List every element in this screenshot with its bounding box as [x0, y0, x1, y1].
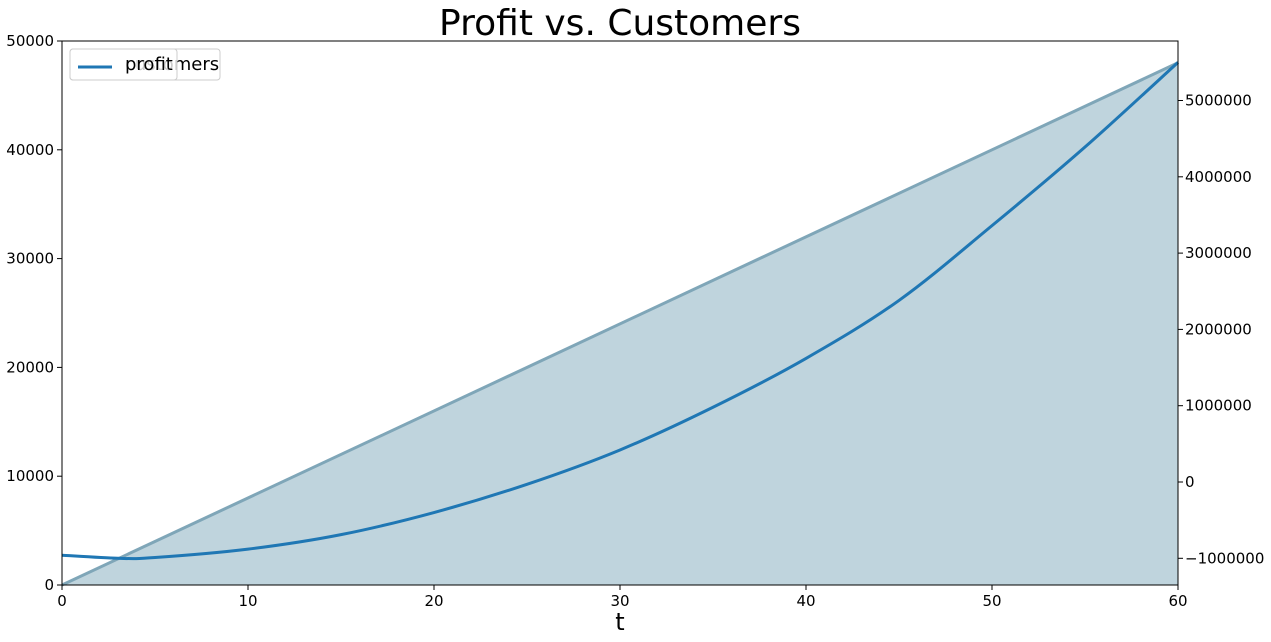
left-axis: 0 10000 20000 30000 40000 50000 [6, 32, 62, 594]
legend-box-profit [69, 48, 178, 81]
chart-title: Profit vs. Customers [439, 3, 801, 44]
y2-tick-label: 5000000 [1185, 92, 1252, 110]
x-tick-label: 60 [1168, 592, 1187, 610]
y-tick-label: 50000 [6, 32, 54, 50]
x-tick-label: 40 [796, 592, 815, 610]
y-tick-label: 0 [44, 576, 54, 594]
y2-tick-label: 3000000 [1185, 244, 1252, 262]
x-axis: 0 10 20 30 40 50 60 [57, 585, 1188, 610]
x-tick-label: 30 [610, 592, 629, 610]
y2-tick-label: −1000000 [1185, 549, 1264, 567]
legend-label-profit: profit [125, 54, 173, 75]
legend: customersprofit [69, 48, 221, 81]
x-tick-label: 20 [424, 592, 443, 610]
right-axis: −1000000 0 1000000 2000000 3000000 4000000 500… [1178, 92, 1264, 567]
y-tick-label: 20000 [6, 358, 54, 376]
y2-tick-label: 4000000 [1185, 168, 1252, 186]
y-tick-label: 10000 [6, 467, 54, 485]
y-tick-label: 40000 [6, 141, 54, 159]
y2-tick-label: 1000000 [1185, 397, 1252, 415]
y2-tick-label: 2000000 [1185, 320, 1252, 338]
y2-tick-label: 0 [1185, 473, 1195, 491]
x-tick-label: 10 [238, 592, 257, 610]
series-profit-line [61, 61, 1180, 561]
x-axis-label: t [615, 608, 624, 636]
x-tick-label: 0 [57, 592, 67, 610]
x-tick-label: 50 [982, 592, 1001, 610]
y-tick-label: 30000 [6, 250, 54, 268]
series-customers-line [61, 61, 1179, 587]
plot-area [61, 40, 1180, 587]
